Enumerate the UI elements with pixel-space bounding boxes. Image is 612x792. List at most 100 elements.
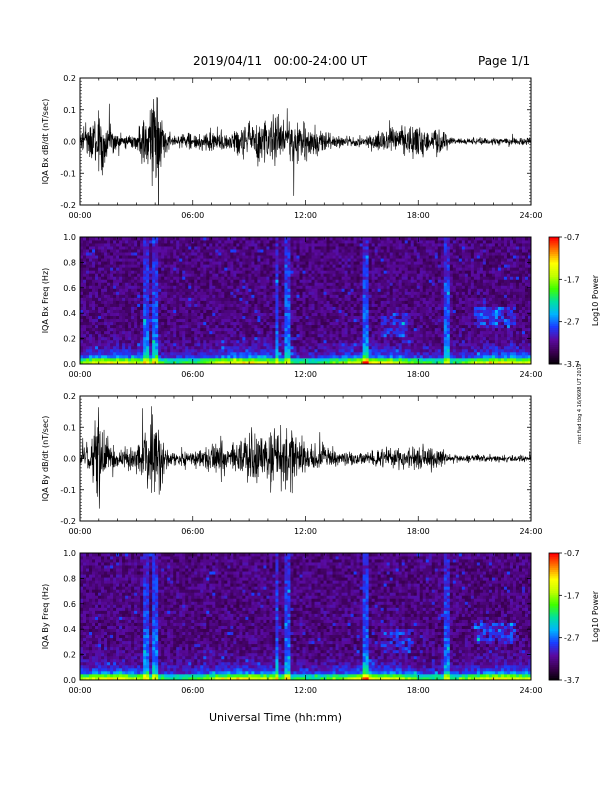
panel-2-cell	[95, 270, 99, 274]
panel-2-cell	[341, 348, 345, 353]
panel-2-cell	[254, 339, 258, 344]
panel-2-cell	[149, 249, 153, 253]
panel-2-cell	[134, 291, 138, 295]
panel-2-cell	[101, 264, 105, 268]
panel-2-cell	[152, 360, 156, 364]
panel-2-cell	[104, 312, 108, 317]
panel-2-cell	[149, 237, 153, 241]
panel-2-cell	[122, 267, 126, 271]
panel-2-cell	[170, 294, 174, 298]
panel-2-cell	[125, 261, 129, 265]
panel-2-cell	[164, 300, 168, 304]
panel-2-cell	[146, 249, 150, 253]
panel-2-cell	[137, 327, 141, 332]
panel-2-cell	[407, 312, 412, 317]
panel-2-cell	[287, 321, 291, 326]
panel-2-cell	[182, 294, 186, 298]
panel-2-cell	[419, 339, 424, 344]
panel-2-cell	[170, 273, 174, 277]
panel-2-cell	[104, 288, 108, 292]
panel-2-cell	[359, 342, 364, 347]
panel-2-cell	[89, 297, 93, 301]
panel-2-cell	[164, 315, 168, 320]
panel-2-cell	[251, 324, 255, 329]
panel-2-cell	[323, 333, 327, 338]
panel-2-cell	[371, 282, 376, 286]
panel-2-cell	[278, 249, 282, 253]
panel-2-cell	[131, 249, 135, 253]
panel-2-cell	[347, 324, 351, 329]
panel-2-cell	[251, 288, 255, 292]
panel-2-cell	[227, 252, 231, 256]
panel-2-cell	[179, 243, 183, 247]
panel-2-cell	[182, 270, 186, 274]
panel-2-cell	[239, 300, 243, 304]
panel-2-cell	[410, 261, 415, 265]
panel-2-cell	[92, 237, 96, 241]
panel-2-cell	[416, 273, 421, 277]
panel-2-cell	[383, 279, 388, 283]
panel-2-cell	[80, 342, 84, 347]
panel-2-cell	[398, 333, 403, 338]
panel-2-cell	[233, 333, 237, 338]
panel-2-cell	[293, 240, 297, 244]
panel-2-cell	[365, 354, 370, 359]
panel-2-cell	[191, 318, 195, 323]
panel-2-cell	[161, 360, 165, 364]
panel-2-cell	[83, 330, 87, 335]
panel-2-cell	[317, 324, 321, 329]
panel-2-cell	[179, 336, 183, 341]
panel-2-cell	[149, 279, 153, 283]
panel-2-cell	[158, 288, 162, 292]
panel-2-cell	[101, 288, 105, 292]
panel-2-cell	[329, 243, 333, 247]
panel-2-cell	[392, 273, 397, 277]
panel-2-cell	[152, 297, 156, 301]
panel-2-cell	[227, 276, 231, 280]
panel-2-cell	[167, 255, 171, 259]
panel-2-cell	[227, 243, 231, 247]
panel-2-cell	[182, 360, 186, 364]
panel-2-cell	[389, 354, 394, 359]
panel-2-cell	[173, 333, 177, 338]
panel-2-cell	[389, 303, 394, 307]
panel-2-cell	[125, 339, 129, 344]
panel-2-cell	[356, 291, 361, 295]
panel-2-cell	[413, 276, 418, 280]
panel-2-cell	[419, 348, 424, 353]
panel-2-cell	[95, 276, 99, 280]
panel-2-cell	[263, 264, 267, 268]
panel-2-cell	[344, 336, 348, 341]
panel-2-cell	[389, 273, 394, 277]
panel-2-cell	[329, 312, 333, 317]
panel-2-cell	[80, 303, 84, 307]
panel-2-cell	[272, 261, 276, 265]
panel-2-cell	[242, 339, 246, 344]
panel-2-cell	[320, 300, 324, 304]
panel-2-cell	[374, 276, 379, 280]
panel-2-cell	[143, 324, 147, 329]
panel-2-cell	[254, 276, 258, 280]
panel-2-cell	[293, 336, 297, 341]
panel-2-cell	[98, 261, 102, 265]
panel-2-cell	[224, 336, 228, 341]
panel-2-cell	[305, 249, 309, 253]
panel-2-cell	[119, 249, 123, 253]
panel-2-cell	[128, 333, 132, 338]
panel-2-cell	[224, 291, 228, 295]
panel-2-cell	[290, 306, 294, 310]
panel-2-cell	[323, 354, 327, 359]
panel-2-cell	[293, 276, 297, 280]
panel-2-cell	[194, 330, 198, 335]
panel-2-cell	[230, 333, 234, 338]
panel-2-cell	[362, 267, 367, 271]
panel-2-cell	[167, 360, 171, 364]
panel-2-cell	[80, 288, 84, 292]
panel-2-cell	[239, 315, 243, 320]
panel-2-cell	[176, 270, 180, 274]
panel-2-cell	[404, 264, 409, 268]
panel-2-cell	[371, 252, 376, 256]
panel-2-cell	[167, 321, 171, 326]
panel-2-cell	[245, 243, 249, 247]
panel-2-cell	[140, 261, 144, 265]
